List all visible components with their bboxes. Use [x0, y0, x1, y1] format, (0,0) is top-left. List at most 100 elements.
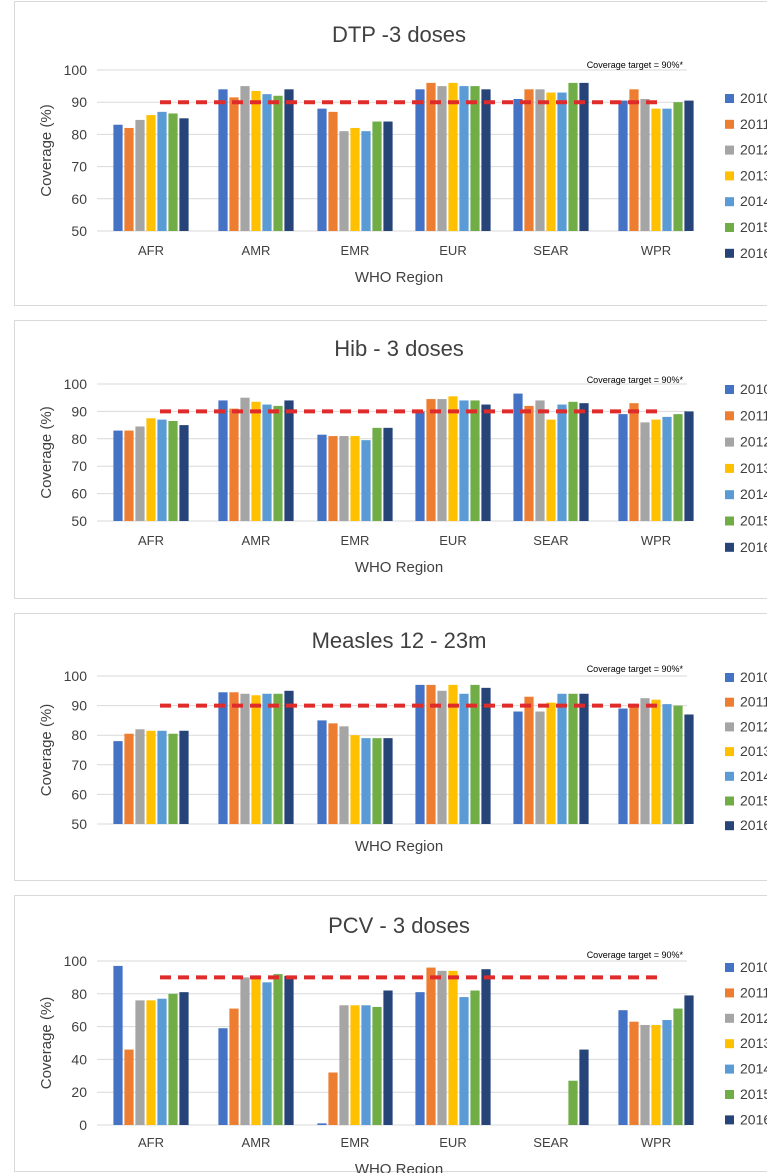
- bar-amr-2012: [240, 397, 250, 521]
- bar-sear-2015: [568, 82, 578, 231]
- legend-label: 2013: [740, 743, 767, 759]
- bar-amr-2016: [284, 400, 294, 521]
- bar-amr-2014: [262, 693, 272, 824]
- category-label: EUR: [439, 243, 466, 258]
- legend-swatch: [725, 171, 734, 181]
- chart-panel-measles: Measles 12 - 23m 50 60 70 80 90 100 Coverage (%…: [14, 613, 767, 881]
- bar-wpr-2015: [673, 414, 683, 521]
- y-tick-label: 80: [71, 986, 87, 1002]
- legend-swatch: [725, 94, 734, 103]
- bar-eur-2015: [470, 400, 480, 521]
- y-tick-label: 70: [71, 757, 87, 773]
- bar-sear-2015: [568, 401, 578, 521]
- legend-swatch: [725, 1064, 734, 1074]
- category-label: SEAR: [533, 1135, 568, 1150]
- legend-label: 2016: [740, 245, 767, 261]
- bar-afr-2014: [157, 111, 167, 231]
- category-label: WPR: [641, 1135, 671, 1150]
- bar-emr-2013: [350, 127, 360, 231]
- bar-sear-2010: [513, 393, 523, 521]
- chart-svg-hib: Hib - 3 doses 50 60 70 80 90 100 Coverage (%) AF…: [38, 336, 767, 576]
- legend-label: 2016: [740, 539, 767, 555]
- category-label: EMR: [341, 533, 370, 548]
- bar-eur-2015: [470, 990, 480, 1125]
- bar-wpr-2016: [684, 100, 694, 231]
- bar-emr-2012: [339, 1005, 349, 1125]
- bar-sear-2013: [546, 92, 556, 231]
- y-tick-label: 70: [71, 458, 87, 474]
- bar-amr-2010: [218, 692, 228, 824]
- bar-amr-2015: [273, 95, 283, 231]
- category-label: WPR: [641, 533, 671, 548]
- bar-afr-2015: [168, 733, 178, 824]
- y-tick-label: 90: [71, 403, 87, 419]
- y-tick-label: 60: [71, 486, 87, 502]
- bar-afr-2013: [146, 1000, 156, 1125]
- bar-eur-2010: [415, 411, 425, 521]
- legend-swatch: [725, 1039, 734, 1049]
- legend-label: 2010: [740, 381, 767, 397]
- bar-amr-2011: [229, 97, 239, 232]
- bar-wpr-2016: [684, 714, 694, 824]
- legend-label: 2016: [740, 1111, 767, 1127]
- bar-sear-2014: [557, 693, 567, 824]
- bar-afr-2010: [113, 965, 123, 1125]
- bar-amr-2013: [251, 977, 261, 1125]
- bar-emr-2014: [361, 738, 371, 824]
- bar-wpr-2015: [673, 705, 683, 824]
- bar-eur-2016: [481, 89, 491, 231]
- bar-wpr-2010: [618, 1010, 628, 1125]
- category-label: AFR: [138, 533, 164, 548]
- bar-afr-2015: [168, 420, 178, 521]
- bar-sear-2016: [579, 1049, 589, 1125]
- legend-swatch: [725, 119, 734, 129]
- bar-emr-2012: [339, 726, 349, 824]
- y-tick-label: 0: [79, 1117, 87, 1133]
- legend-swatch: [725, 673, 734, 682]
- bar-wpr-2014: [662, 704, 672, 824]
- bar-emr-2012: [339, 131, 349, 231]
- bar-eur-2012: [437, 86, 447, 231]
- bar-afr-2016: [179, 992, 189, 1125]
- bar-eur-2012: [437, 399, 447, 521]
- bar-eur-2013: [448, 684, 458, 824]
- bar-amr-2013: [251, 90, 261, 232]
- legend-swatch: [725, 821, 734, 831]
- bar-afr-2011: [124, 430, 134, 521]
- bar-sear-2016: [579, 82, 589, 231]
- bar-eur-2015: [470, 684, 480, 824]
- bar-eur-2016: [481, 969, 491, 1125]
- y-tick-label: 50: [71, 513, 87, 529]
- chart-title: Measles 12 - 23m: [312, 628, 487, 653]
- y-tick-label: 50: [71, 816, 87, 832]
- bar-wpr-2012: [640, 1024, 650, 1125]
- legend-swatch: [725, 963, 734, 972]
- legend-label: 2011: [740, 984, 767, 1000]
- bar-eur-2013: [448, 82, 458, 231]
- bar-wpr-2016: [684, 411, 694, 521]
- legend-label: 2011: [740, 694, 767, 710]
- bar-afr-2015: [168, 993, 178, 1125]
- bar-amr-2016: [284, 89, 294, 231]
- bar-afr-2011: [124, 1049, 134, 1125]
- chart-svg-dtp: DTP -3 doses 50 60 70 80 90 100 Coverage (%) AFR…: [38, 22, 767, 286]
- bar-sear-2011: [524, 405, 534, 521]
- category-label: AMR: [242, 1135, 271, 1150]
- bar-emr-2016: [383, 121, 393, 231]
- target-label: Coverage target = 90%*: [587, 375, 684, 385]
- bar-amr-2015: [273, 693, 283, 824]
- y-tick-label: 100: [64, 376, 88, 392]
- bar-eur-2016: [481, 404, 491, 521]
- bar-afr-2010: [113, 430, 123, 521]
- chart-panel-pcv: PCV - 3 doses 0 20 40 60 80 100 Coverage (%) AFR…: [14, 895, 767, 1173]
- bar-afr-2016: [179, 425, 189, 521]
- bar-afr-2013: [146, 730, 156, 824]
- bar-emr-2014: [361, 1005, 371, 1125]
- bar-amr-2016: [284, 690, 294, 824]
- legend-label: 2016: [740, 817, 767, 833]
- legend-label: 2014: [740, 1061, 767, 1077]
- bar-wpr-2010: [618, 100, 628, 231]
- bar-wpr-2013: [651, 419, 661, 521]
